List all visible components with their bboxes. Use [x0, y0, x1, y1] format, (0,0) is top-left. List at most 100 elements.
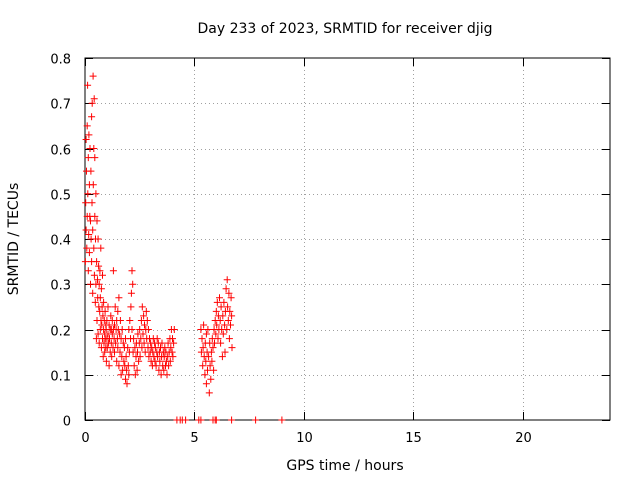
data-point	[127, 303, 135, 311]
data-point	[200, 321, 208, 329]
data-point	[82, 136, 90, 143]
data-point	[136, 353, 144, 361]
data-point	[105, 362, 113, 370]
data-point	[102, 357, 110, 365]
data-point	[94, 235, 102, 243]
data-point	[122, 375, 129, 383]
data-point	[117, 371, 125, 379]
data-point	[224, 317, 232, 324]
data-points	[81, 72, 286, 424]
data-point	[161, 344, 169, 352]
data-point	[142, 307, 150, 315]
data-point	[227, 321, 234, 329]
data-point	[165, 362, 173, 370]
data-point	[202, 380, 210, 388]
data-point	[201, 371, 209, 379]
data-point	[114, 307, 122, 315]
data-point	[139, 330, 147, 338]
data-point	[169, 353, 177, 361]
data-point	[85, 131, 93, 139]
x-tick-label: 20	[515, 431, 532, 446]
data-point	[104, 303, 112, 311]
data-point	[90, 145, 98, 152]
y-tick-label: 0.4	[50, 234, 71, 249]
data-point	[120, 357, 128, 365]
data-point	[204, 366, 211, 374]
data-point	[84, 190, 92, 198]
data-point	[133, 366, 141, 374]
data-point	[207, 375, 215, 383]
data-point	[92, 335, 100, 343]
data-point	[112, 339, 120, 347]
data-point	[134, 348, 141, 356]
data-point	[97, 285, 105, 293]
data-point	[116, 317, 124, 324]
data-point	[163, 371, 171, 379]
data-point	[89, 72, 97, 80]
data-point	[89, 181, 97, 189]
data-point	[91, 298, 99, 306]
data-point	[94, 276, 101, 284]
data-point	[83, 122, 91, 130]
data-point	[157, 371, 165, 379]
data-point	[123, 380, 131, 388]
data-point	[210, 366, 218, 374]
data-point	[202, 330, 210, 338]
data-point	[199, 362, 207, 370]
data-point	[124, 362, 132, 370]
data-point	[123, 366, 131, 374]
data-point	[118, 326, 126, 333]
data-point	[91, 212, 99, 220]
data-point	[84, 81, 92, 89]
data-point	[93, 258, 101, 266]
x-tick-label: 10	[296, 431, 313, 446]
data-point	[111, 303, 119, 311]
data-point	[212, 307, 220, 315]
data-point	[221, 348, 229, 356]
data-point	[125, 371, 133, 379]
data-point	[128, 326, 136, 333]
data-point	[224, 303, 232, 311]
data-point	[122, 353, 130, 361]
data-point	[83, 244, 91, 252]
data-point	[94, 330, 102, 338]
data-point	[206, 362, 214, 370]
data-point	[217, 339, 225, 347]
data-point	[115, 294, 123, 302]
data-point	[116, 348, 124, 356]
data-point	[226, 307, 234, 315]
data-point	[214, 335, 222, 343]
data-point	[100, 298, 108, 306]
data-point	[88, 99, 96, 107]
data-point	[228, 416, 236, 424]
data-point	[87, 217, 94, 225]
data-point	[170, 326, 178, 333]
data-point	[144, 326, 152, 333]
data-point	[130, 362, 138, 370]
data-point	[212, 416, 220, 424]
data-point	[101, 307, 109, 315]
data-point	[85, 249, 93, 257]
data-point	[219, 312, 227, 320]
data-point	[205, 353, 213, 361]
data-point	[131, 371, 139, 379]
chart-title: Day 233 of 2023, SRMTID for receiver dji…	[198, 21, 493, 37]
data-point	[137, 335, 145, 343]
data-point	[97, 244, 105, 252]
data-point	[91, 154, 99, 162]
data-point	[90, 95, 98, 103]
data-point	[138, 303, 146, 311]
data-point	[218, 353, 226, 361]
data-point	[90, 244, 98, 252]
data-point	[166, 357, 174, 365]
x-tick-label: 5	[190, 431, 198, 446]
data-point	[98, 303, 106, 311]
y-axis-title: SRMTID / TECUs	[6, 183, 22, 296]
data-point	[99, 353, 107, 361]
y-tick-label: 0.3	[50, 279, 71, 294]
data-point	[216, 317, 224, 324]
data-point	[158, 339, 166, 347]
data-point	[109, 267, 117, 275]
y-tick-label: 0.2	[50, 325, 71, 340]
data-point	[217, 303, 225, 311]
